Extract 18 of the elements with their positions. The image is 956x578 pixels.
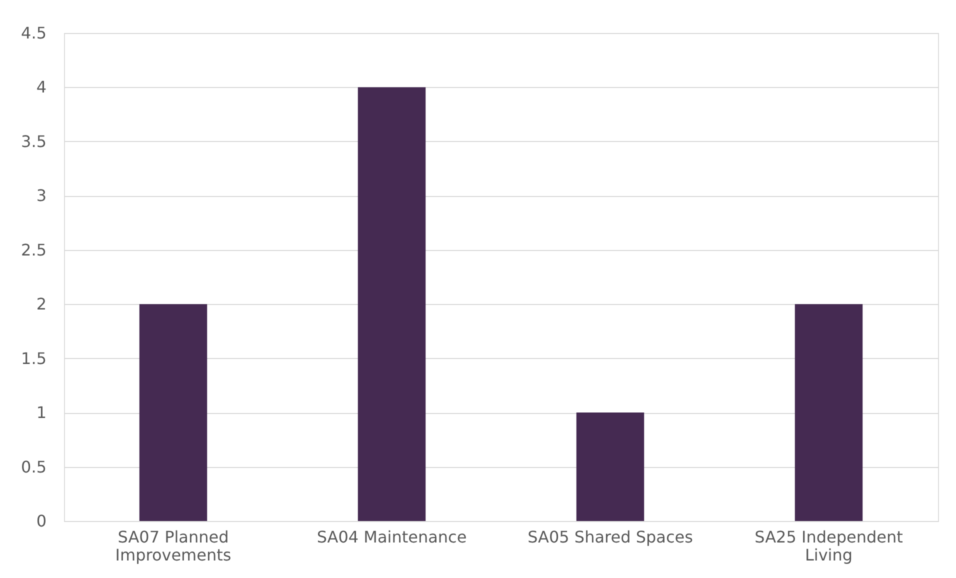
y-tick-label: 0	[36, 512, 46, 530]
x-tick-label: SA25 Independent Living	[754, 528, 903, 564]
y-tick-label: 2	[36, 294, 46, 314]
y-tick-label: 4.5	[21, 24, 46, 42]
y-tick-label: 4	[36, 78, 46, 97]
y-tick-label: 3.5	[21, 132, 46, 151]
y-tick-label: 1.5	[21, 348, 46, 368]
y-tick-label: 1	[36, 403, 46, 422]
y-tick-label: 3	[36, 186, 46, 206]
x-tick-label: SA07 Planned Improvements	[115, 528, 232, 564]
bar	[358, 87, 426, 521]
y-tick-label: 2.5	[21, 240, 46, 260]
bar	[794, 304, 863, 521]
x-tick-label: SA04 Maintenance	[316, 528, 467, 546]
y-tick-label: 0.5	[21, 457, 46, 476]
x-tick-label: SA05 Shared Spaces	[528, 528, 693, 546]
bar	[576, 412, 644, 521]
bar	[139, 304, 208, 521]
